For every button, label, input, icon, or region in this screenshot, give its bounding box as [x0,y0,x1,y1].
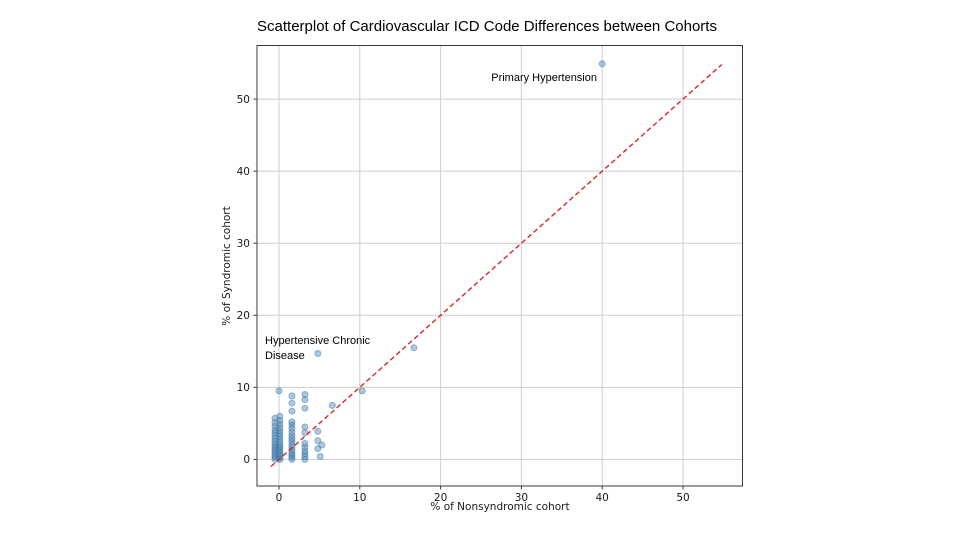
svg-text:20: 20 [237,310,250,322]
annotation-text: Hypertensive Chronic [265,335,371,347]
svg-text:30: 30 [515,492,528,504]
svg-text:40: 40 [237,166,250,178]
svg-text:50: 50 [237,94,250,106]
svg-text:10: 10 [237,382,250,394]
x-axis-label: % of Nonsyndromic cohort [430,501,570,513]
y-axis-label: % of Syndromic cohort [221,206,233,326]
svg-text:0: 0 [243,454,250,466]
annotation-primary-hypertension: Primary Hypertension [0,71,597,86]
svg-text:50: 50 [676,492,689,504]
annotation-text: Primary Hypertension [491,72,597,84]
annotation-hypertensive-chronic-disease: Hypertensive Chronic Disease [265,334,370,363]
annotation-text: Disease [265,349,305,362]
chart-title: Scatterplot of Cardiovascular ICD Code D… [257,18,717,35]
svg-text:0: 0 [276,492,283,504]
svg-text:10: 10 [353,492,366,504]
svg-text:30: 30 [237,238,250,250]
svg-text:20: 20 [434,492,447,504]
svg-text:40: 40 [596,492,609,504]
